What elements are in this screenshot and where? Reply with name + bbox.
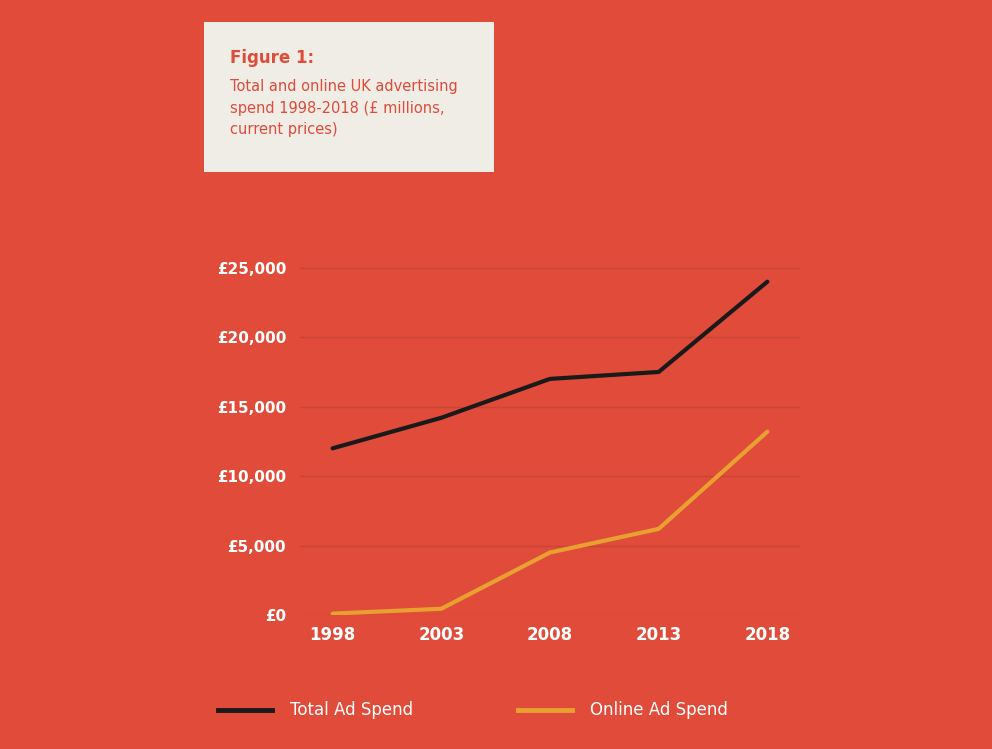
Text: Total Ad Spend: Total Ad Spend: [290, 701, 413, 719]
Text: Total and online UK advertising
spend 1998-2018 (£ millions,
current prices): Total and online UK advertising spend 19…: [230, 79, 458, 137]
Text: Figure 1:: Figure 1:: [230, 49, 314, 67]
Text: Online Ad Spend: Online Ad Spend: [590, 701, 728, 719]
